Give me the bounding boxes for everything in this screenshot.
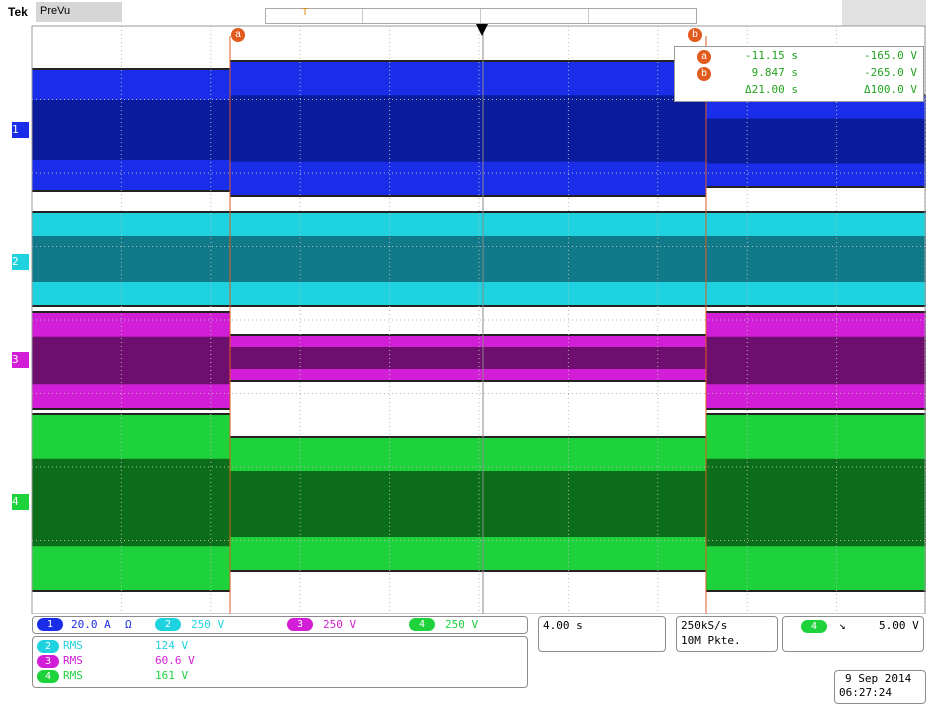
ch3-envelope-core [706,336,926,385]
cursor-a-row: a -11.15 s -165.0 V [675,49,923,65]
cursor-b-marker[interactable]: b [688,28,702,42]
channel-scale-bar[interactable]: 1 20.0 A Ω 2 250 V 3 250 V 4 250 V [32,616,528,634]
date: 9 Sep 2014 [845,672,912,685]
measurement-panel: 2 RMS 124 V 3 RMS 60.6 V 4 RMS 161 V [32,636,528,688]
ch3-chip: 3 [287,618,313,631]
brand-logo: Tek [8,5,28,19]
ch1-edge [32,68,230,70]
ch2-scale[interactable]: 250 V [191,618,225,631]
trigger-slope-icon: ↘ [839,619,846,632]
measurement-type: RMS [63,669,83,682]
cursor-b-value: -265.0 V [864,66,917,79]
status-area: 1 20.0 A Ω 2 250 V 3 250 V 4 250 V 2 RMS… [0,614,926,704]
measurement-value: 124 V [155,639,189,652]
ch3-edge [32,311,230,313]
record-overview-bar[interactable]: T [265,7,697,24]
cursor-delta-row: Δ21.00 s Δ100.0 V [675,83,923,99]
cursor-a-time: -11.15 s [745,49,798,62]
record-tick [480,9,481,23]
ch2-edge [706,305,926,307]
ch1-coupling-icon: Ω [125,618,132,631]
ch1-chip: 1 [37,618,63,631]
ch4-edge [230,570,706,572]
acquisition-panel[interactable]: 250kS/s 10M Pkte. [676,616,778,652]
ch4-ground-marker[interactable]: 4 [12,494,29,510]
ch2-envelope-core [230,236,706,282]
top-right-panel [842,0,926,26]
ch3-envelope-core [32,336,230,385]
ch3-ground-marker[interactable]: 3 [12,352,29,368]
measurement-value: 161 V [155,669,189,682]
ch4-edge [706,413,926,415]
ch3-edge [32,408,230,410]
ch4-edge [706,590,926,592]
trigger-panel[interactable]: 4 ↘ 5.00 V [782,616,924,652]
timebase-value: 4.00 s [543,619,583,632]
datetime-panel: 9 Sep 2014 06:27:24 [834,670,926,704]
ch1-envelope-core [706,118,926,164]
time: 06:27:24 [839,686,892,699]
trigger-position-marker[interactable] [476,24,488,36]
sample-rate: 250kS/s [681,619,728,632]
cursor-a-marker[interactable]: a [231,28,245,42]
ch3-edge [230,380,706,382]
ch4-edge [32,413,230,415]
ch2-envelope-core [32,236,230,282]
cursor-b-row: b 9.847 s -265.0 V [675,66,923,82]
ch2-edge [230,305,706,307]
record-length: 10M Pkte. [681,634,741,647]
mode-label: PreVu [40,5,71,17]
ch3-envelope-core [230,347,706,369]
ch1-ground-marker[interactable]: 1 [12,122,29,138]
waveform-display[interactable] [0,0,926,614]
cursor-a-value: -165.0 V [864,49,917,62]
ch1-edge [230,60,706,62]
measurement-value: 60.6 V [155,654,195,667]
ch4-envelope-core [706,458,926,547]
record-tick [588,9,589,23]
ch2-edge [230,211,706,213]
cursor-delta-time: Δ21.00 s [745,83,798,96]
top-bar: Tek PreVu T [0,0,926,26]
cursor-readout: a -11.15 s -165.0 V b 9.847 s -265.0 V Δ… [674,46,924,102]
measurement-type: RMS [63,639,83,652]
ch4-chip: 4 [409,618,435,631]
record-trigger-marker: T [302,7,309,18]
ch1-edge [230,195,706,197]
ch2-meas-chip: 2 [37,640,59,653]
acquisition-mode: PreVu [36,2,122,22]
ch4-envelope-core [32,458,230,547]
ch2-envelope-core [706,236,926,282]
ch1-scale[interactable]: 20.0 A [71,618,111,631]
ch4-edge [32,590,230,592]
record-tick [362,9,363,23]
ch2-chip: 2 [155,618,181,631]
measurement-type: RMS [63,654,83,667]
ch2-edge [32,305,230,307]
ch4-meas-chip: 4 [37,670,59,683]
ch2-edge [32,211,230,213]
ch4-envelope-core [230,471,706,537]
ch3-scale[interactable]: 250 V [323,618,357,631]
ch2-ground-marker[interactable]: 2 [12,254,29,270]
trigger-level: 5.00 V [879,619,919,632]
ch1-edge [706,186,926,188]
ch1-envelope-core [230,95,706,162]
timebase-panel[interactable]: 4.00 s [538,616,666,652]
ch3-edge [230,334,706,336]
ch1-envelope-core [32,100,230,160]
cursor-a-icon: a [697,50,711,64]
ch1-edge [32,190,230,192]
ch3-meas-chip: 3 [37,655,59,668]
ch4-edge [230,436,706,438]
ch3-edge [706,311,926,313]
cursor-delta-value: Δ100.0 V [864,83,917,96]
ch3-edge [706,408,926,410]
cursor-b-time: 9.847 s [751,66,798,79]
cursor-b-icon: b [697,67,711,81]
trigger-source-chip: 4 [801,620,827,633]
ch2-edge [706,211,926,213]
ch4-scale[interactable]: 250 V [445,618,479,631]
